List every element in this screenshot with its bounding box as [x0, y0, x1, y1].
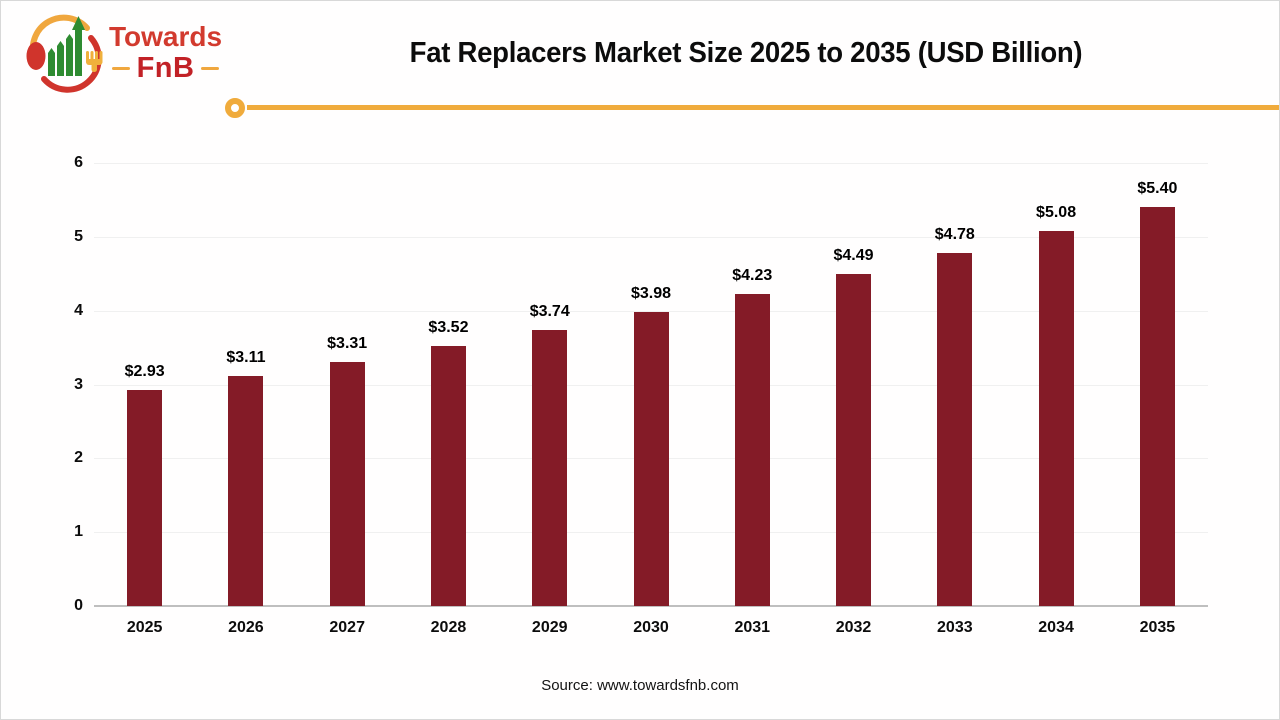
bar	[937, 253, 973, 606]
x-axis-tick-label: 2025	[126, 619, 163, 636]
bar	[127, 389, 163, 606]
x-axis-tick-label: 2027	[329, 619, 365, 636]
x-axis-tick-label: 2032	[835, 619, 872, 636]
bar	[836, 274, 872, 606]
bar	[532, 329, 568, 606]
y-axis-tick-label: 4	[74, 301, 83, 319]
x-axis-tick-label: 2030	[633, 619, 669, 636]
brand-name-bottom: FnB	[136, 52, 195, 84]
growth-bars-icon	[48, 16, 85, 76]
y-axis-tick-label: 0	[74, 597, 83, 614]
bar-value-label: $5.08	[1036, 203, 1077, 221]
brand-name-top: Towards	[109, 21, 223, 52]
brand-wordmark: Towards FnB	[109, 23, 222, 83]
bar	[1139, 207, 1175, 606]
gridline	[94, 236, 1208, 238]
x-axis-tick-label: 2026	[228, 619, 264, 636]
bar	[1038, 230, 1074, 606]
bar	[430, 346, 466, 606]
brand-dash-left	[111, 67, 130, 70]
divider-ring-icon	[225, 98, 245, 118]
gridline	[94, 310, 1208, 312]
bar-value-label: $3.98	[630, 285, 672, 303]
bar	[633, 312, 669, 606]
bar-value-label: $3.31	[327, 334, 368, 352]
y-axis-tick-label: 5	[74, 227, 83, 245]
x-axis-tick-label: 2028	[430, 619, 467, 636]
x-axis-tick-label: 2034	[1038, 619, 1074, 636]
x-axis-tick-label: 2033	[937, 619, 973, 636]
bar-value-label: $3.52	[428, 319, 469, 337]
bar-value-label: $2.93	[124, 362, 165, 380]
x-axis-tick-label: 2035	[1139, 619, 1176, 636]
divider-rule	[247, 105, 1279, 110]
bar	[329, 361, 365, 606]
fork-icon	[86, 51, 103, 72]
brand-name-bottom-row: FnB	[111, 52, 220, 84]
gridline	[94, 163, 1208, 164]
x-axis-tick-label: 2031	[734, 619, 771, 636]
y-axis-tick-label: 1	[74, 523, 83, 541]
brand-logo-icon	[26, 14, 103, 93]
bar-value-label: $5.40	[1137, 180, 1178, 198]
source-caption: Source: www.towardsfnb.com	[541, 677, 739, 694]
bar-value-label: $3.11	[226, 349, 266, 367]
bar-value-label: $3.74	[529, 302, 570, 320]
bar-value-label: $4.23	[732, 266, 773, 284]
bar-value-label: $4.49	[833, 247, 874, 265]
page-title: Fat Replacers Market Size 2025 to 2035 (…	[409, 37, 1083, 69]
bar-value-label: $4.78	[934, 226, 975, 244]
logo-arc-red	[41, 35, 102, 93]
bar	[228, 376, 264, 606]
bar	[734, 293, 770, 606]
brand-logo: Towards FnB	[23, 13, 222, 93]
x-axis-line	[94, 605, 1208, 607]
x-axis-tick-label: 2029	[531, 619, 568, 636]
brand-dash-right	[201, 67, 220, 70]
y-axis-tick-label: 6	[74, 154, 83, 171]
y-axis-tick-label: 2	[74, 449, 83, 467]
y-axis-tick-label: 3	[74, 375, 83, 393]
spoon-icon	[26, 42, 46, 70]
